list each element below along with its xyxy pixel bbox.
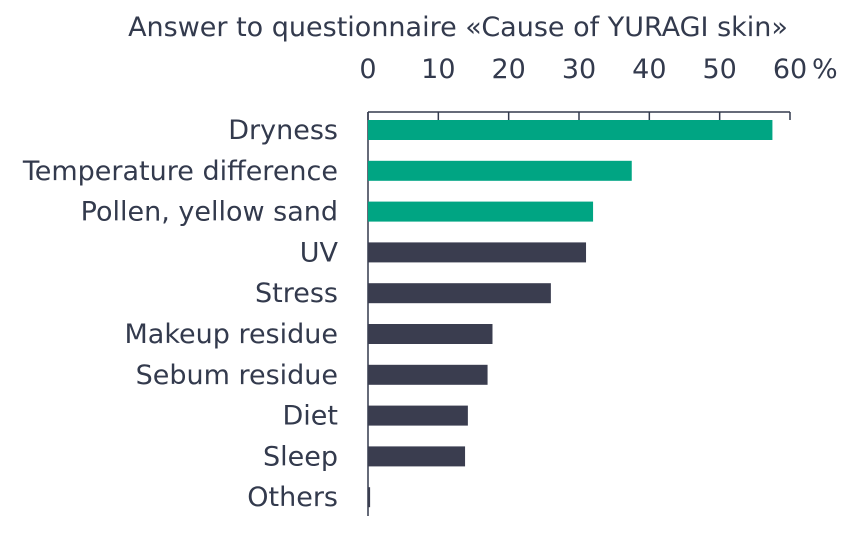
x-axis-ticks: 0 10 20 30 40 50 60 [359, 54, 807, 120]
bar-sebum-residue [368, 364, 488, 385]
x-tick-label: 10 [421, 54, 455, 85]
x-tick-label: 30 [562, 54, 596, 85]
category-label: Makeup residue [124, 319, 338, 350]
category-label: UV [300, 237, 339, 268]
x-tick-label: 50 [702, 54, 736, 85]
category-label: Diet [283, 401, 339, 432]
x-axis-unit: % [812, 54, 838, 85]
category-label: Stress [255, 278, 338, 309]
category-label: Sebum residue [136, 360, 338, 391]
bar-sleep [368, 446, 466, 467]
chart-title: Answer to questionnaire «Cause of YURAGI… [128, 12, 788, 43]
bar-uv [368, 242, 587, 263]
category-label: Sleep [263, 441, 338, 472]
bar-temperature-difference [368, 160, 632, 181]
category-label: Others [247, 482, 338, 513]
bar-diet [368, 405, 468, 426]
bar-others [368, 487, 371, 508]
category-labels: Dryness Temperature difference Pollen, yel… [22, 115, 339, 513]
x-tick-label: 60 [773, 54, 807, 85]
bar-makeup-residue [368, 324, 493, 344]
bar-pollen-yellow-sand [368, 201, 594, 222]
bar-stress [368, 283, 551, 304]
category-label: Dryness [228, 115, 338, 146]
category-label: Temperature difference [22, 156, 338, 187]
x-tick-label: 40 [632, 54, 666, 85]
bars [368, 120, 773, 508]
category-label: Pollen, yellow sand [81, 197, 338, 228]
x-tick-label: 0 [359, 54, 376, 85]
bar-dryness [368, 120, 773, 140]
x-tick-label: 20 [491, 54, 525, 85]
